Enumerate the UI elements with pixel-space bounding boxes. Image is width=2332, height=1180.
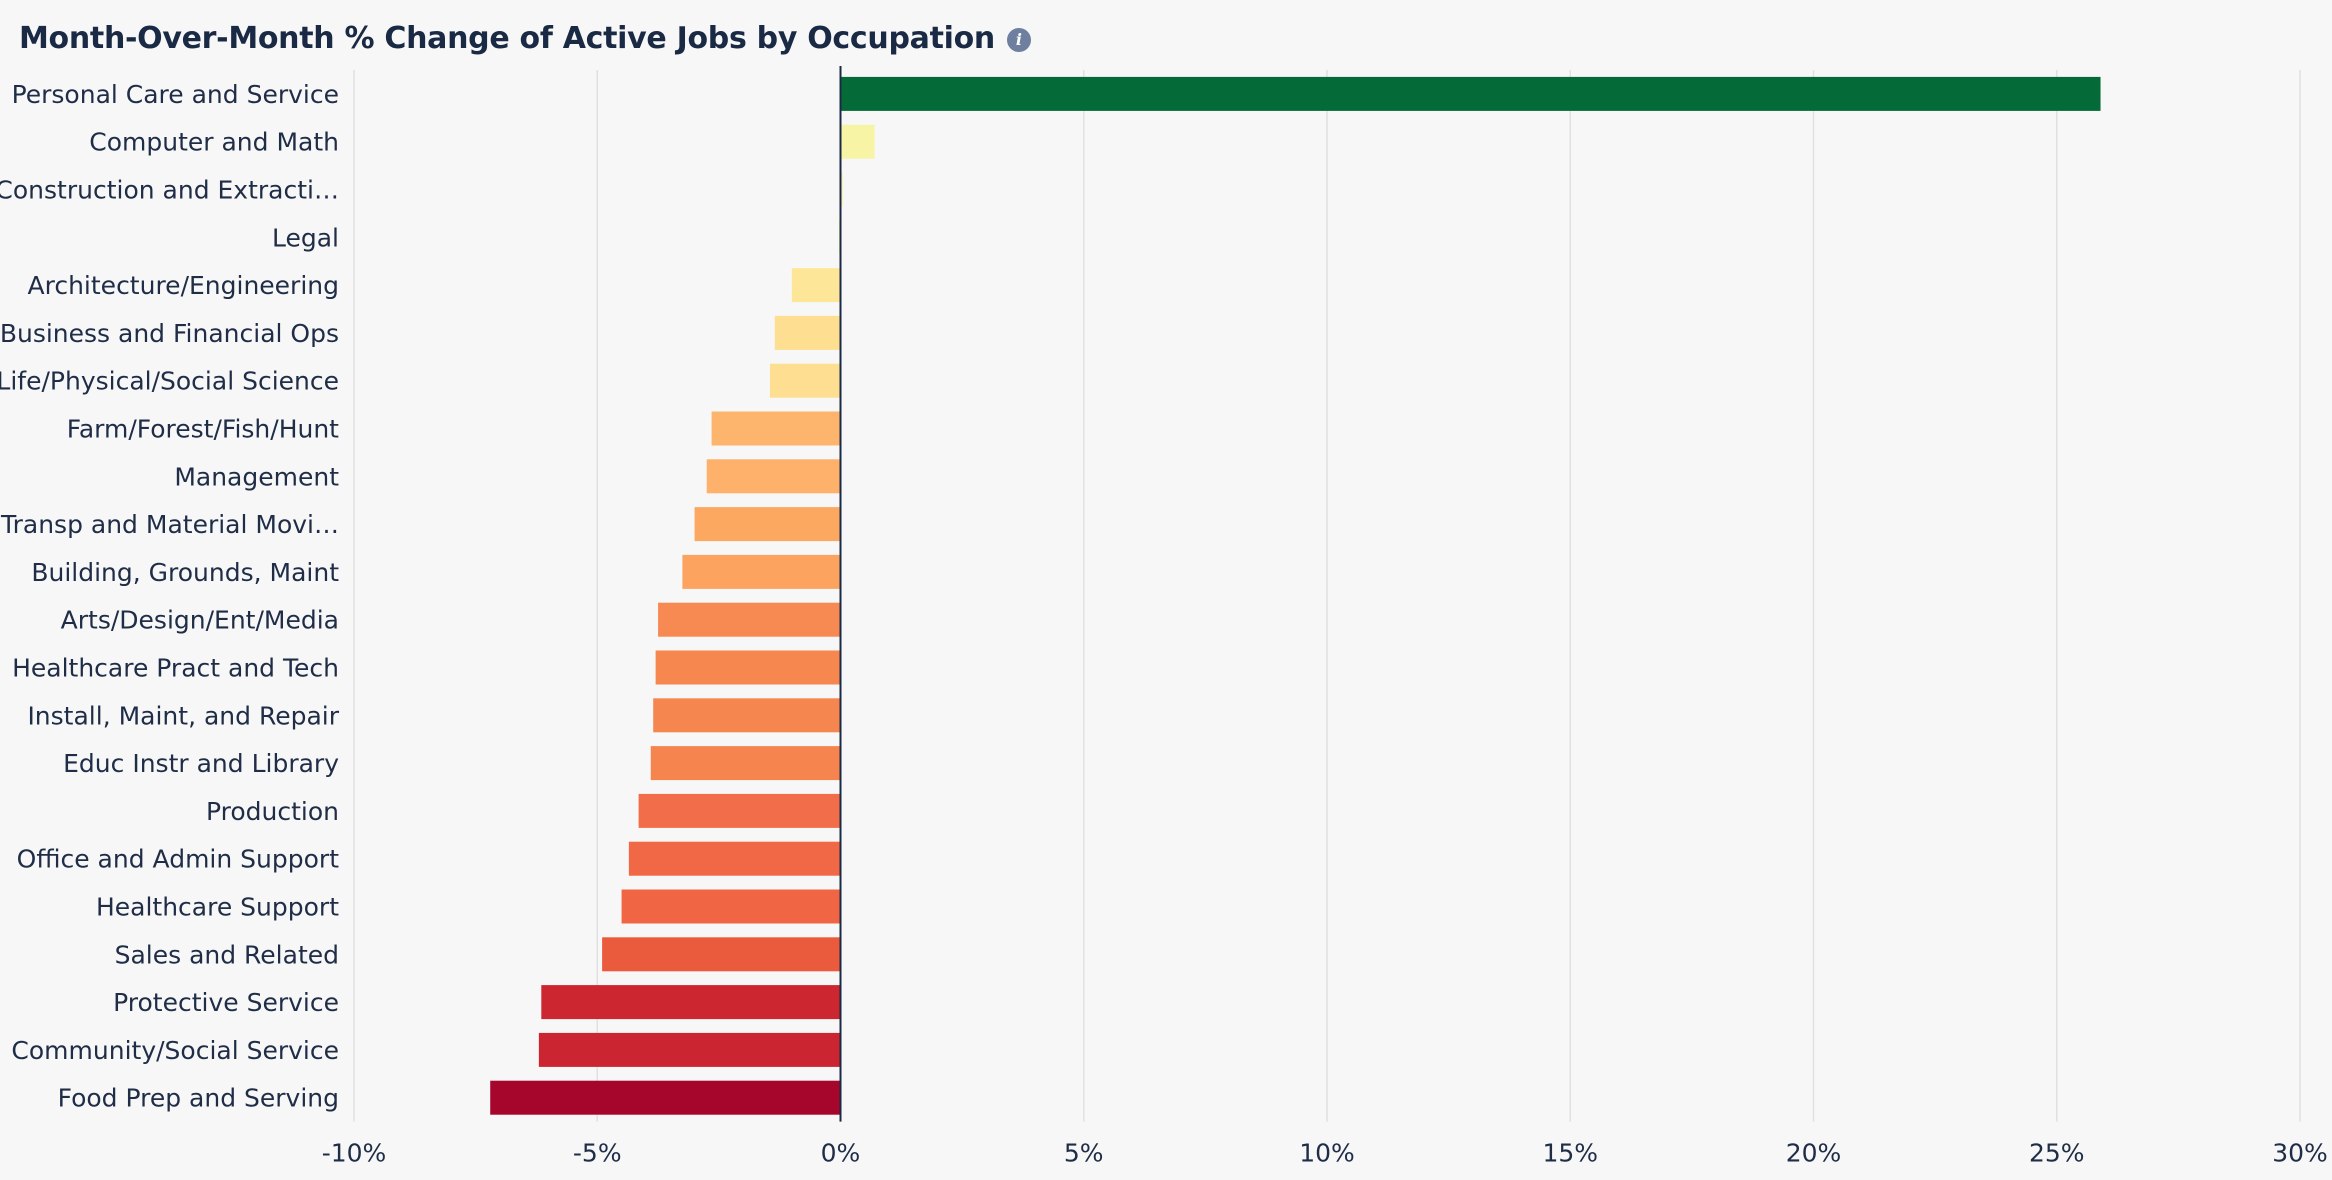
bar[interactable] — [769, 363, 841, 398]
bar[interactable] — [840, 76, 2101, 111]
category-label: Business and Financial Ops — [0, 319, 339, 348]
bar[interactable] — [541, 985, 841, 1020]
x-tick-label: 10% — [1299, 1139, 1355, 1168]
category-label: Farm/Forest/Fish/Hunt — [67, 415, 339, 444]
category-label: Food Prep and Serving — [58, 1084, 339, 1113]
category-label: Install, Maint, and Repair — [27, 701, 339, 730]
x-tick-label: -5% — [573, 1139, 622, 1168]
bar[interactable] — [774, 315, 841, 350]
category-label: Sales and Related — [115, 940, 339, 969]
category-label: Computer and Math — [89, 128, 339, 157]
chart-title: Month-Over-Month % Change of Active Jobs… — [19, 20, 995, 56]
x-tick-label: 25% — [2029, 1139, 2085, 1168]
chart-header: Month-Over-Month % Change of Active Jobs… — [19, 16, 1031, 60]
bar[interactable] — [711, 411, 841, 446]
bar[interactable] — [840, 172, 843, 207]
x-tick-label: 20% — [1786, 1139, 1842, 1168]
x-tick-label: -10% — [322, 1139, 387, 1168]
bar[interactable] — [538, 1032, 841, 1067]
category-label: Transp and Material Movi… — [0, 510, 339, 539]
x-tick-label: 5% — [1064, 1139, 1104, 1168]
bar[interactable] — [621, 889, 841, 924]
x-tick-label: 0% — [821, 1139, 861, 1168]
bar[interactable] — [653, 698, 841, 733]
info-icon[interactable]: i — [1006, 28, 1031, 52]
bar[interactable] — [791, 268, 841, 303]
category-label: Protective Service — [113, 988, 339, 1017]
bar[interactable] — [490, 1080, 841, 1115]
x-tick-label: 30% — [2272, 1139, 2328, 1168]
bar[interactable] — [694, 507, 841, 542]
category-label: Office and Admin Support — [17, 845, 340, 874]
bar[interactable] — [658, 602, 841, 637]
category-label: Legal — [272, 223, 339, 252]
category-label: Arts/Design/Ent/Media — [61, 606, 339, 635]
category-label: Architecture/Engineering — [28, 271, 339, 300]
category-label: Building, Grounds, Maint — [31, 558, 339, 587]
category-label: Community/Social Service — [11, 1036, 339, 1065]
category-label: Healthcare Pract and Tech — [12, 654, 339, 683]
category-label: Life/Physical/Social Science — [0, 367, 339, 396]
bar[interactable] — [840, 124, 875, 159]
bar[interactable] — [706, 459, 841, 494]
category-label: Personal Care and Service — [12, 80, 339, 109]
bar[interactable] — [655, 650, 841, 685]
category-label: Healthcare Support — [96, 893, 339, 922]
bar[interactable] — [682, 554, 841, 589]
category-label: Educ Instr and Library — [63, 749, 339, 778]
bar[interactable] — [628, 841, 841, 876]
category-label: Construction and Extracti… — [0, 176, 339, 205]
bar[interactable] — [638, 793, 841, 828]
category-label: Management — [174, 462, 339, 491]
bar[interactable] — [602, 937, 841, 972]
bar[interactable] — [650, 746, 841, 781]
category-label: Production — [206, 797, 339, 826]
x-tick-label: 15% — [1542, 1139, 1598, 1168]
